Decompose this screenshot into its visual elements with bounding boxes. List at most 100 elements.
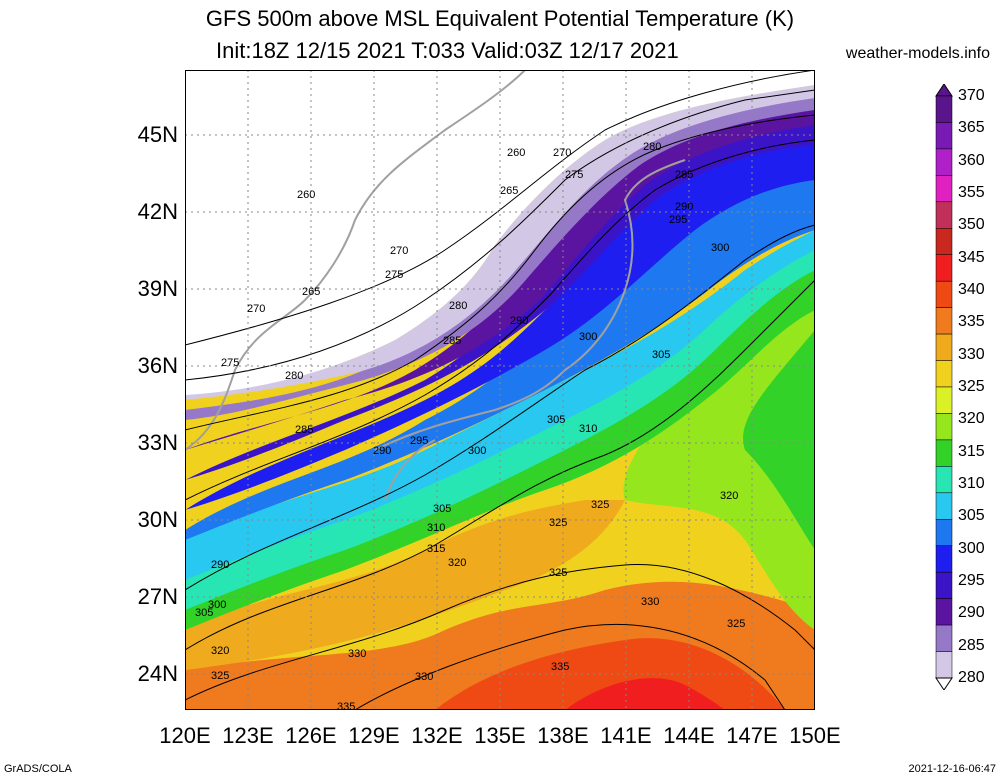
contour-label: 280 [285,370,303,382]
colorbar-level-label: 315 [958,442,985,460]
contour-label: 275 [385,269,403,281]
contour-label: 305 [652,349,670,361]
contour-label: 290 [373,445,391,457]
colorbar [935,84,953,690]
contour-label: 275 [221,357,239,369]
colorbar-level-label: 340 [958,281,985,298]
contour-label-group: 260 260 265 265 270 270 270 275 275 275 … [195,141,745,710]
contour-label: 260 [507,147,525,159]
colorbar-level-label: 370 [958,87,985,104]
contour-label: 335 [337,701,355,710]
contour-label: 270 [553,147,571,159]
colorbar-level-label: 280 [958,669,985,686]
colorbar-level-label: 295 [958,572,985,589]
contour-label: 330 [641,596,659,608]
colorbar-swatch [935,95,953,123]
band-325 [185,500,625,670]
lon-label: 150E [789,723,841,748]
contour-label: 305 [195,607,213,619]
contour-label: 280 [643,141,661,153]
colorbar-swatch [935,307,953,335]
colorbar-level-label: 365 [958,119,985,137]
colorbar-swatch [935,466,953,494]
lon-label: 126E [285,723,337,748]
lat-label: 33N [137,430,178,455]
contour-label: 310 [579,423,597,435]
colorbar-swatch [935,492,953,520]
contour-label: 280 [449,300,467,312]
lon-label: 135E [474,723,526,748]
colorbar-level-label: 350 [958,216,985,234]
contour-label: 330 [348,648,366,660]
contour-label: 295 [410,435,428,447]
graticule [185,70,815,710]
lon-label: 123E [222,723,274,748]
band-315-east [743,330,815,550]
colorbar-swatch [935,280,953,308]
contour-label: 265 [302,286,320,298]
colorbar-level-label: 345 [958,248,985,266]
contour-label: 270 [247,303,265,315]
colorbar-level-label: 310 [958,475,985,492]
contour-label: 260 [297,189,315,201]
contour-label: 265 [500,185,518,197]
contour-label: 275 [565,169,583,181]
colorbar-swatch [935,413,953,441]
colorbar-swatch [935,519,953,546]
lon-label: 129E [348,723,400,748]
lat-label: 36N [137,353,178,378]
band-305 [185,230,815,580]
coastline-kyushu [384,439,436,501]
colorbar-arrow-bottom [935,677,953,690]
lon-label: 141E [600,723,652,748]
software-credit: GrADS/COLA [4,763,72,775]
map-frame [185,70,815,710]
colorbar-swatch [935,148,953,176]
coastline-japan [374,159,686,451]
colorbar-level-label: 290 [958,604,985,622]
lat-label: 27N [137,584,178,609]
contour-label: 325 [211,670,229,682]
contour-label: 325 [591,499,609,511]
colorbar-level-label: 325 [958,378,985,395]
colorbar-swatch [935,333,953,361]
colorbar-swatch [935,228,953,255]
contour-label: 310 [427,522,445,534]
theta-e-map: 260 260 265 265 270 270 270 275 275 275 … [185,70,815,710]
generated-timestamp: 2021-12-16-06:47 [908,763,996,775]
band-300 [185,170,815,540]
contour-label: 285 [675,169,693,181]
colorbar-swatch [935,386,953,414]
colorbar-level-label: 355 [958,184,985,201]
lon-label: 138E [537,723,589,748]
contour-label: 300 [711,242,729,254]
contour-label: 300 [579,331,597,343]
colorbar-arrow-top [935,84,953,97]
lat-label: 24N [137,661,178,686]
colorbar-swatch [935,360,953,388]
colorbar-swatch [935,122,953,150]
map-title: GFS 500m above MSL Equivalent Potential … [205,6,795,31]
contour-label: 320 [211,645,229,657]
colorbar-swatch [935,545,953,573]
band-295 [185,140,815,510]
contour-label: 270 [390,245,408,257]
contour-label: 315 [427,543,445,555]
lon-label: 120E [159,723,211,748]
band-320 [623,250,815,630]
colorbar-swatch [935,254,953,282]
contour-label: 325 [727,618,745,630]
colorbar-level-label: 285 [958,636,985,654]
colorbar-swatch [935,571,953,599]
contour-label: 320 [720,490,738,502]
colorbar-level-label: 305 [958,507,985,525]
contour-label: 325 [549,517,567,529]
colorbar-level-label: 330 [958,345,985,363]
lon-label: 147E [726,723,778,748]
contour-label: 295 [669,214,687,226]
colorbar-swatch [935,624,953,652]
band-340 [565,678,725,710]
lat-label: 39N [137,276,178,301]
lat-label: 45N [137,122,178,147]
contour-label: 290 [675,201,693,213]
